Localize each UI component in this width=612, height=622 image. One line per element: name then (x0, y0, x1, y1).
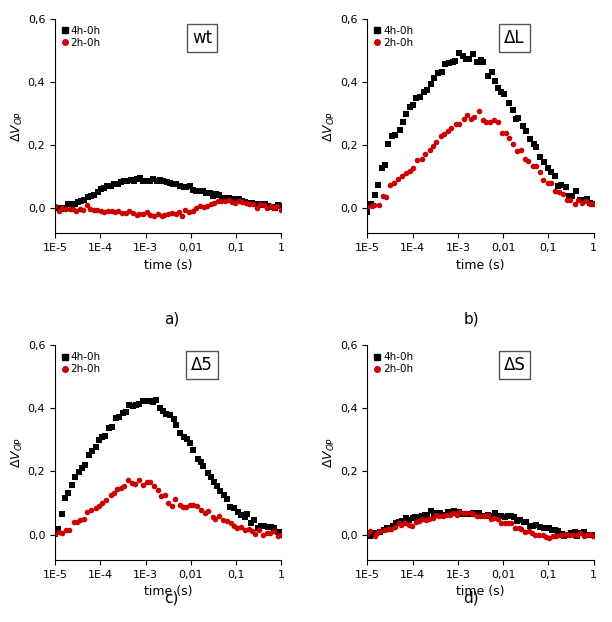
X-axis label: time (s): time (s) (457, 585, 505, 598)
Y-axis label: $\Delta V_{OP}$: $\Delta V_{OP}$ (10, 110, 25, 142)
Text: a): a) (164, 311, 179, 326)
Y-axis label: $\Delta V_{OP}$: $\Delta V_{OP}$ (10, 437, 25, 468)
X-axis label: time (s): time (s) (457, 259, 505, 272)
X-axis label: time (s): time (s) (144, 259, 192, 272)
Text: wt: wt (192, 29, 212, 47)
Legend: 4h-0h, 2h-0h: 4h-0h, 2h-0h (61, 24, 103, 50)
Text: ΔL: ΔL (504, 29, 524, 47)
Y-axis label: $\Delta V_{OP}$: $\Delta V_{OP}$ (322, 437, 337, 468)
Text: d): d) (463, 591, 479, 606)
Legend: 4h-0h, 2h-0h: 4h-0h, 2h-0h (61, 350, 103, 376)
Text: ΔS: ΔS (504, 356, 525, 374)
Y-axis label: $\Delta V_{OP}$: $\Delta V_{OP}$ (322, 110, 337, 142)
Legend: 4h-0h, 2h-0h: 4h-0h, 2h-0h (373, 350, 415, 376)
Text: c): c) (164, 591, 179, 606)
Text: b): b) (463, 311, 479, 326)
Legend: 4h-0h, 2h-0h: 4h-0h, 2h-0h (373, 24, 415, 50)
X-axis label: time (s): time (s) (144, 585, 192, 598)
Text: Δ5: Δ5 (191, 356, 213, 374)
